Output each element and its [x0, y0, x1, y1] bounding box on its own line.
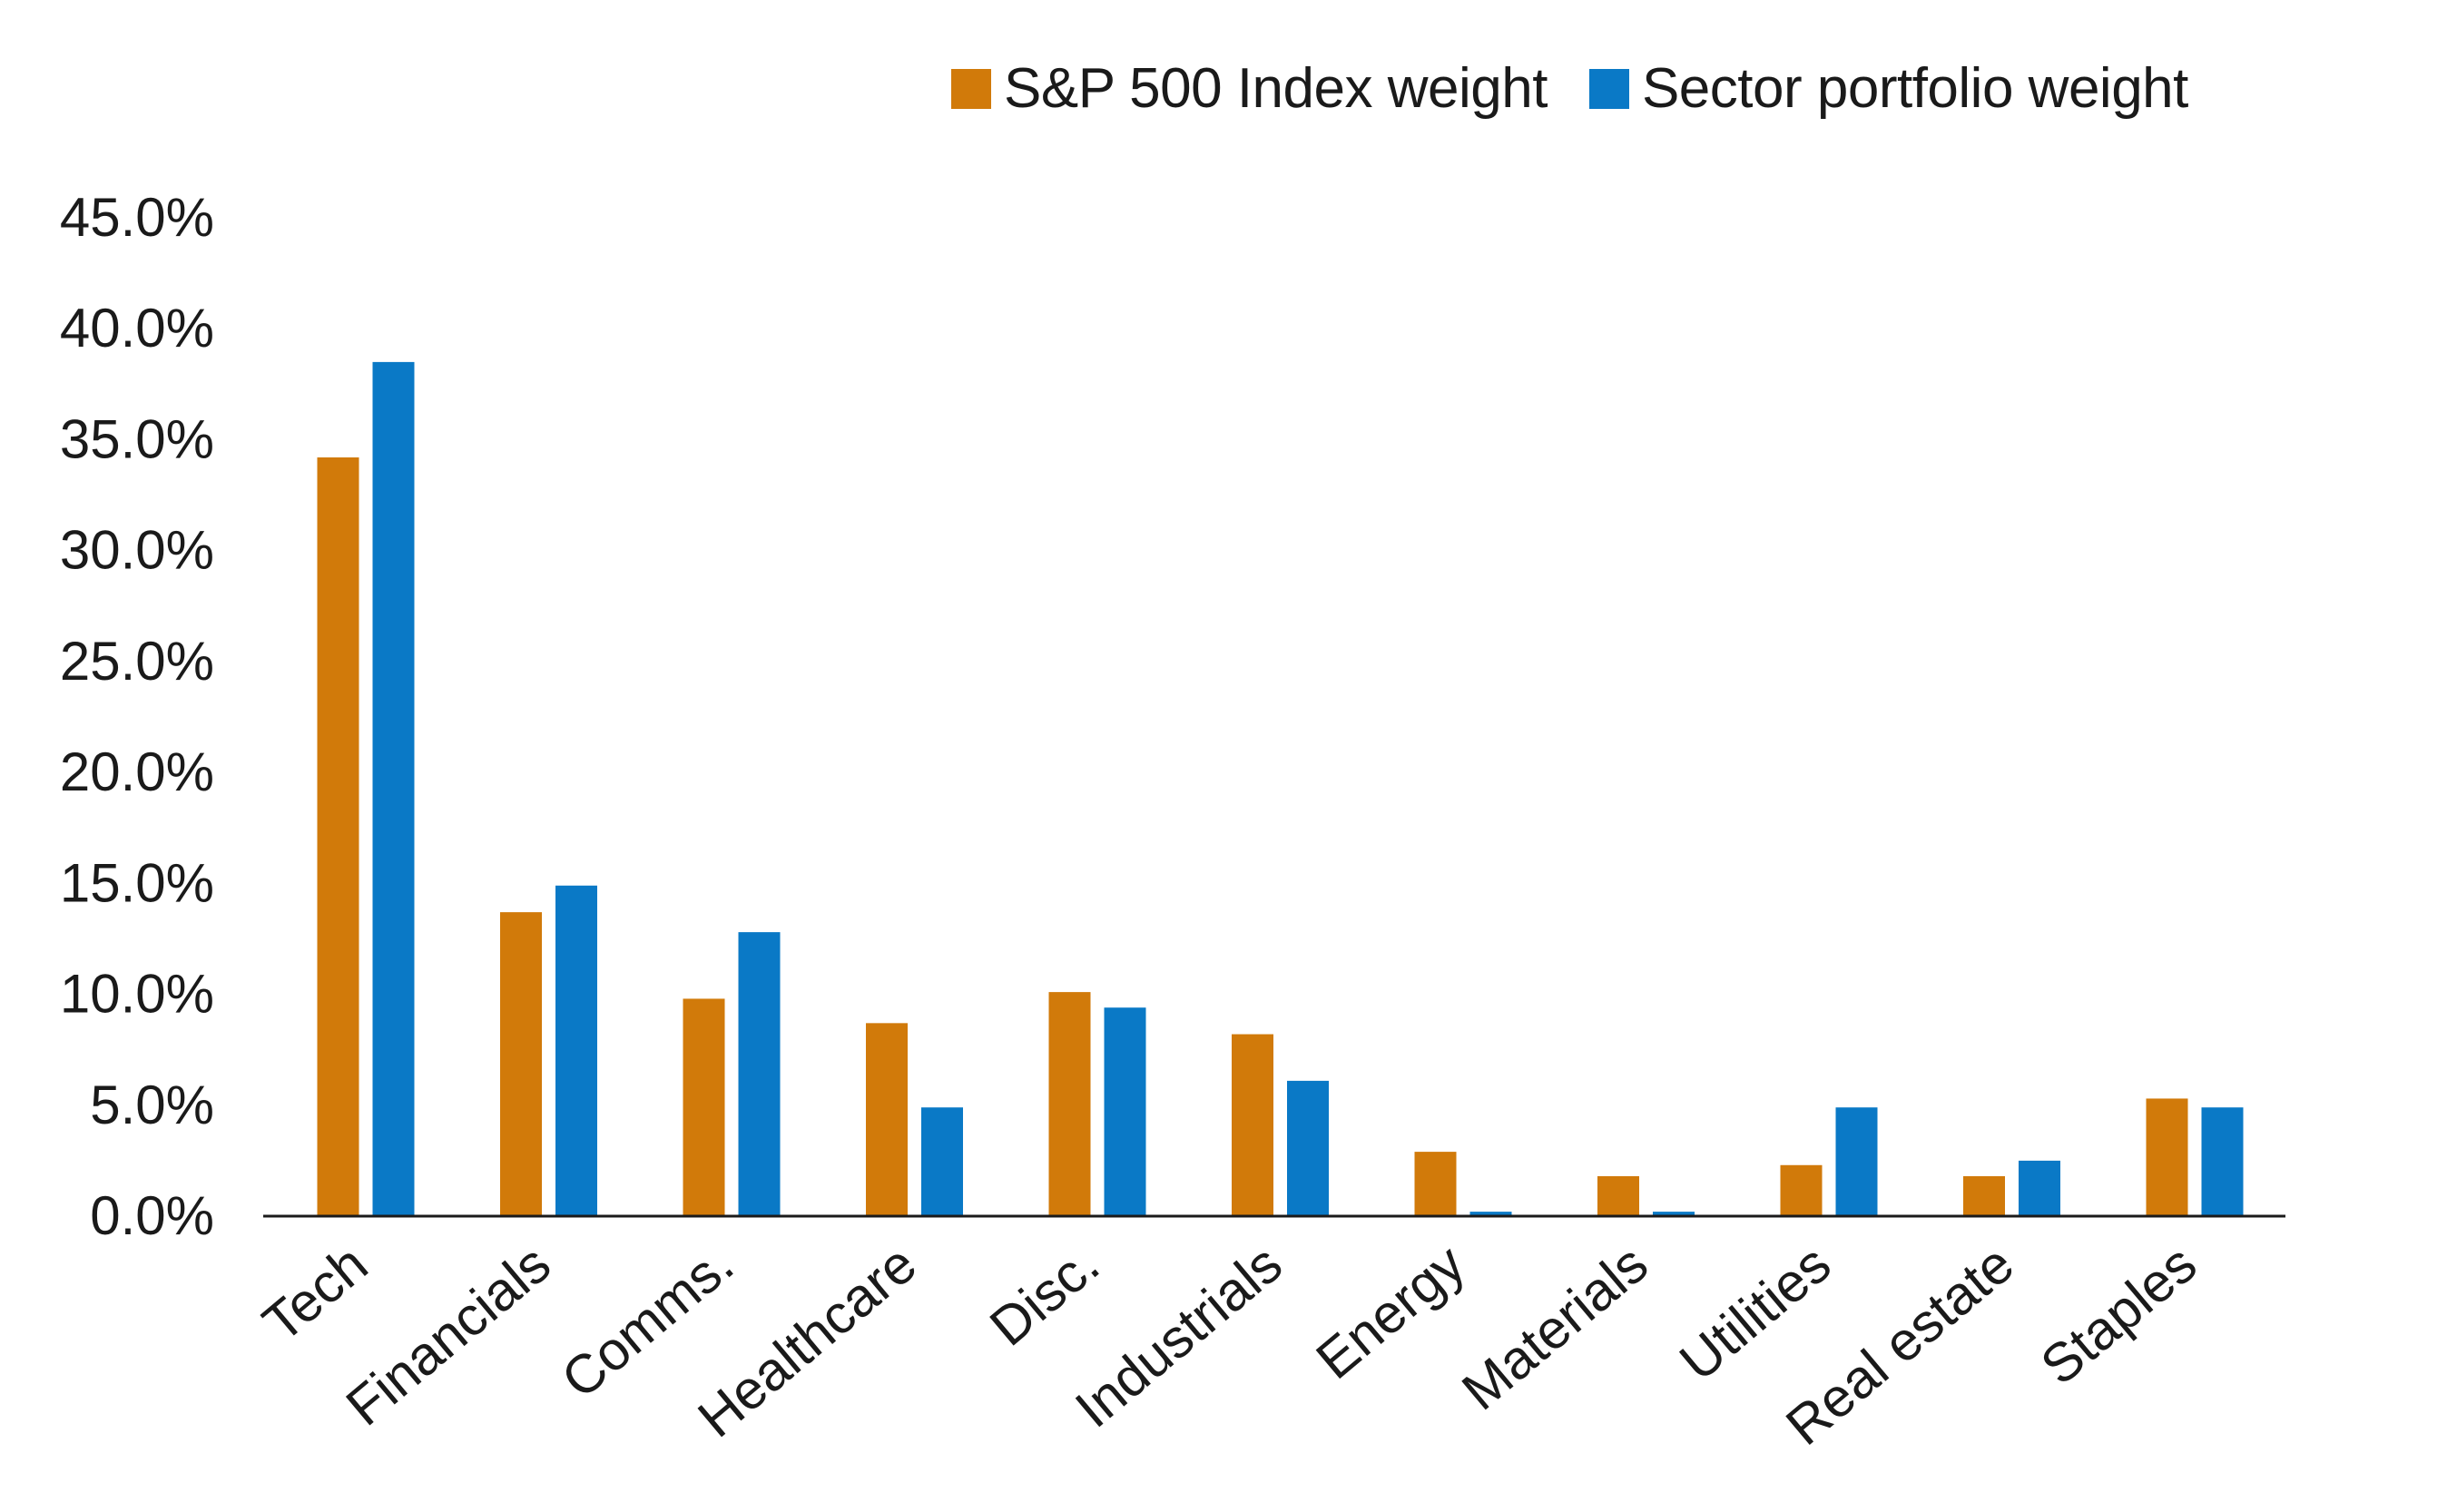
bar-sp500-materials	[1597, 1176, 1639, 1216]
x-tick-label: Industrials	[1064, 1233, 1293, 1439]
legend-label-sector: Sector portfolio weight	[1641, 57, 2188, 120]
bar-sp500-healthcare	[866, 1023, 908, 1216]
x-tick-label: Financials	[335, 1233, 562, 1438]
y-tick-label: 25.0%	[60, 631, 214, 692]
y-tick-label: 0.0%	[90, 1185, 214, 1246]
x-tick-label: Utilities	[1668, 1233, 1842, 1393]
y-tick-label: 45.0%	[60, 187, 214, 248]
x-tick-label: Disc.	[978, 1233, 1110, 1358]
legend-item-sector: Sector portfolio weight	[1588, 56, 2188, 121]
bar-sector-utilities	[1835, 1107, 1878, 1216]
bar-sector-healthcare	[921, 1107, 963, 1216]
y-tick-label: 40.0%	[60, 298, 214, 358]
bar-sp500-staples	[2146, 1098, 2188, 1216]
bar-sector-staples	[2201, 1107, 2244, 1216]
y-tick-label: 5.0%	[90, 1075, 214, 1135]
legend-label-sp500: S&P 500 Index weight	[1004, 57, 1548, 120]
x-tick-label: Energy	[1305, 1233, 1477, 1391]
bar-sector-tech	[372, 361, 415, 1216]
legend-swatch-sp500	[951, 68, 991, 109]
x-tick-label: Tech	[251, 1233, 378, 1354]
bar-sp500-tech	[317, 457, 359, 1216]
bar-sp500-utilities	[1780, 1164, 1823, 1216]
bar-sp500-real-estate	[1963, 1176, 2005, 1216]
bar-sector-financials	[555, 885, 597, 1216]
bar-sp500-comms	[683, 998, 725, 1216]
legend: S&P 500 Index weight Sector portfolio we…	[951, 56, 2230, 121]
bar-sp500-industrials	[1232, 1034, 1273, 1216]
x-tick-label: Materials	[1450, 1233, 1659, 1422]
y-axis: 0.0% 5.0% 10.0% 15.0% 20.0% 25.0% 30.0% 35.0% 40…	[60, 187, 214, 1246]
y-tick-label: 35.0%	[60, 408, 214, 469]
bar-sector-real-estate	[2019, 1160, 2060, 1216]
x-tick-label: Staples	[2029, 1233, 2207, 1397]
y-tick-label: 10.0%	[60, 964, 214, 1025]
bar-sector-energy	[1469, 1212, 1512, 1216]
bar-sector-materials	[1653, 1212, 1695, 1216]
legend-swatch-sector	[1588, 68, 1629, 109]
bar-sector-industrials	[1287, 1080, 1329, 1216]
bar-sp500-energy	[1414, 1152, 1457, 1216]
y-tick-label: 20.0%	[60, 741, 214, 802]
bars	[317, 361, 2244, 1216]
bar-sector-disc	[1104, 1007, 1146, 1216]
y-tick-label: 30.0%	[60, 520, 214, 581]
bar-sp500-disc	[1048, 992, 1091, 1216]
bar-sector-comms	[738, 932, 781, 1216]
bar-sp500-financials	[500, 912, 542, 1216]
y-tick-label: 15.0%	[60, 852, 214, 913]
legend-item-sp500: S&P 500 Index weight	[951, 56, 1548, 121]
